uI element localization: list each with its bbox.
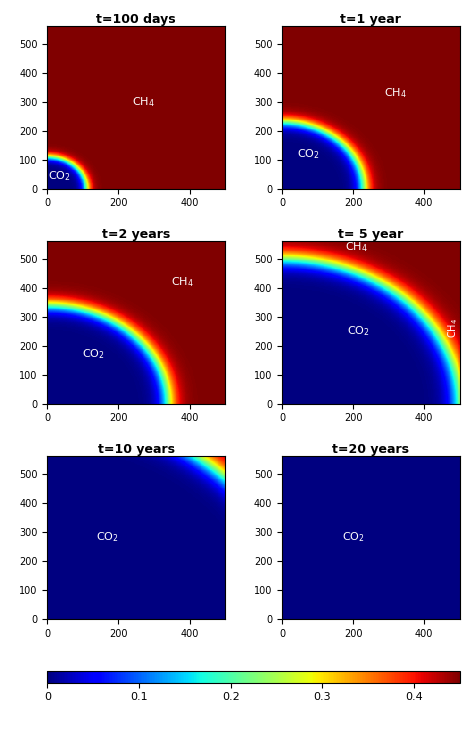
Title: t=100 days: t=100 days xyxy=(97,13,176,26)
Text: CH$_4$: CH$_4$ xyxy=(132,95,155,108)
Text: CH$_4$: CH$_4$ xyxy=(384,86,407,100)
Text: CO$_2$: CO$_2$ xyxy=(48,169,71,183)
Text: CO$_2$: CO$_2$ xyxy=(347,325,370,338)
Text: CO$_2$: CO$_2$ xyxy=(342,530,365,545)
Text: CH$_4$: CH$_4$ xyxy=(345,240,368,254)
Text: CO$_2$: CO$_2$ xyxy=(96,530,119,545)
Title: t= 5 year: t= 5 year xyxy=(338,228,403,241)
Title: t=1 year: t=1 year xyxy=(340,13,401,26)
Text: CO$_2$: CO$_2$ xyxy=(82,348,105,361)
Text: CH$_4$: CH$_4$ xyxy=(171,275,194,289)
Title: t=10 years: t=10 years xyxy=(98,443,175,456)
Title: t=20 years: t=20 years xyxy=(332,443,410,456)
Text: CH$_4$: CH$_4$ xyxy=(446,318,460,339)
Title: t=2 years: t=2 years xyxy=(102,228,170,241)
Text: CO$_2$: CO$_2$ xyxy=(297,147,320,161)
